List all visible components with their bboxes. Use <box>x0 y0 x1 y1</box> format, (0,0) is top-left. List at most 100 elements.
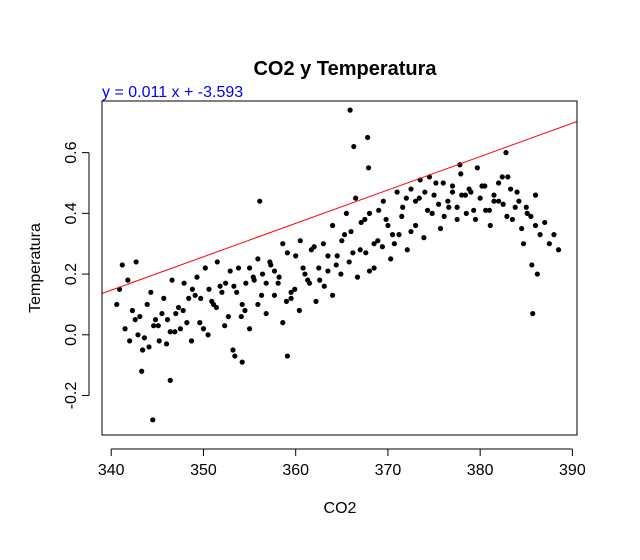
data-point <box>325 253 331 259</box>
y-tick-label: -0.2 <box>63 382 80 410</box>
data-point <box>431 192 437 198</box>
data-point <box>466 186 472 192</box>
data-point <box>155 323 161 329</box>
regression-equation: y = 0.011 x + -3.593 <box>102 84 243 101</box>
data-point <box>357 247 363 253</box>
data-point <box>350 250 356 256</box>
data-point <box>213 304 219 311</box>
data-point <box>150 417 156 423</box>
data-point <box>530 310 536 317</box>
data-point <box>491 198 497 204</box>
data-point <box>348 228 354 235</box>
plot-frame <box>101 100 578 436</box>
x-axis-label: CO2 <box>324 500 357 517</box>
x-tick-label: 350 <box>190 462 217 479</box>
y-axis-label: Temperatura <box>27 223 44 313</box>
data-point <box>416 195 422 201</box>
data-point <box>235 265 242 271</box>
data-point <box>288 295 294 301</box>
data-point <box>542 219 548 226</box>
data-point <box>156 338 162 344</box>
data-point <box>293 253 299 259</box>
data-point <box>389 232 396 238</box>
data-point <box>507 186 514 192</box>
data-point <box>546 241 552 247</box>
data-point <box>267 259 273 265</box>
data-point <box>316 265 322 271</box>
data-point <box>288 289 294 295</box>
data-point <box>500 201 506 207</box>
data-point <box>449 183 456 189</box>
data-point <box>280 320 286 326</box>
data-point <box>129 307 136 314</box>
data-point <box>258 292 265 298</box>
data-point <box>496 198 502 204</box>
data-point <box>205 332 211 338</box>
data-point <box>192 292 198 298</box>
data-point <box>394 189 400 195</box>
data-point <box>325 268 331 274</box>
data-point <box>333 262 339 268</box>
data-point <box>519 225 525 232</box>
data-point <box>259 271 266 277</box>
data-point <box>383 216 389 223</box>
data-point <box>246 265 253 271</box>
data-point <box>391 241 397 247</box>
data-point <box>141 335 148 341</box>
data-point <box>388 256 394 262</box>
data-point <box>371 265 377 271</box>
data-point <box>422 189 428 195</box>
data-point <box>512 204 518 210</box>
data-point <box>528 213 534 219</box>
data-point <box>454 216 460 223</box>
data-point <box>365 165 372 171</box>
data-point <box>239 301 245 308</box>
data-point <box>206 286 212 292</box>
data-point <box>504 213 510 219</box>
data-point <box>164 317 171 323</box>
data-point <box>459 192 465 198</box>
data-point <box>516 198 522 204</box>
data-point <box>275 280 281 286</box>
data-point <box>137 313 143 320</box>
data-point <box>181 280 187 286</box>
data-point <box>421 235 427 241</box>
data-point <box>474 165 480 171</box>
data-point <box>380 198 386 204</box>
data-point <box>146 344 152 350</box>
data-point <box>300 265 306 271</box>
data-point <box>257 198 263 204</box>
data-point <box>148 289 154 295</box>
data-point <box>227 268 233 274</box>
data-point <box>232 353 238 359</box>
data-point <box>231 283 237 289</box>
data-point <box>408 186 414 192</box>
data-point <box>479 183 485 189</box>
data-point <box>219 289 225 295</box>
x-tick-label: 390 <box>559 462 586 479</box>
data-point <box>177 326 183 332</box>
data-point <box>343 210 350 216</box>
data-point <box>263 280 269 286</box>
y-tick-label: 0.6 <box>63 141 80 163</box>
data-point <box>302 271 308 277</box>
data-point <box>317 277 323 283</box>
data-point <box>396 232 402 238</box>
data-point <box>271 292 278 298</box>
data-point <box>341 232 348 238</box>
data-point <box>429 210 435 216</box>
data-point <box>198 295 204 301</box>
x-tick-label: 380 <box>467 462 494 479</box>
data-point <box>296 307 302 314</box>
data-point <box>403 195 409 201</box>
data-point <box>197 320 203 326</box>
data-point <box>163 341 170 347</box>
data-point <box>255 256 261 262</box>
data-point <box>375 238 381 244</box>
x-axis: 340 350 360 370 380 390 <box>98 448 586 479</box>
data-point <box>505 174 511 180</box>
data-point <box>477 195 483 201</box>
data-point <box>243 280 249 286</box>
data-point <box>133 259 139 265</box>
